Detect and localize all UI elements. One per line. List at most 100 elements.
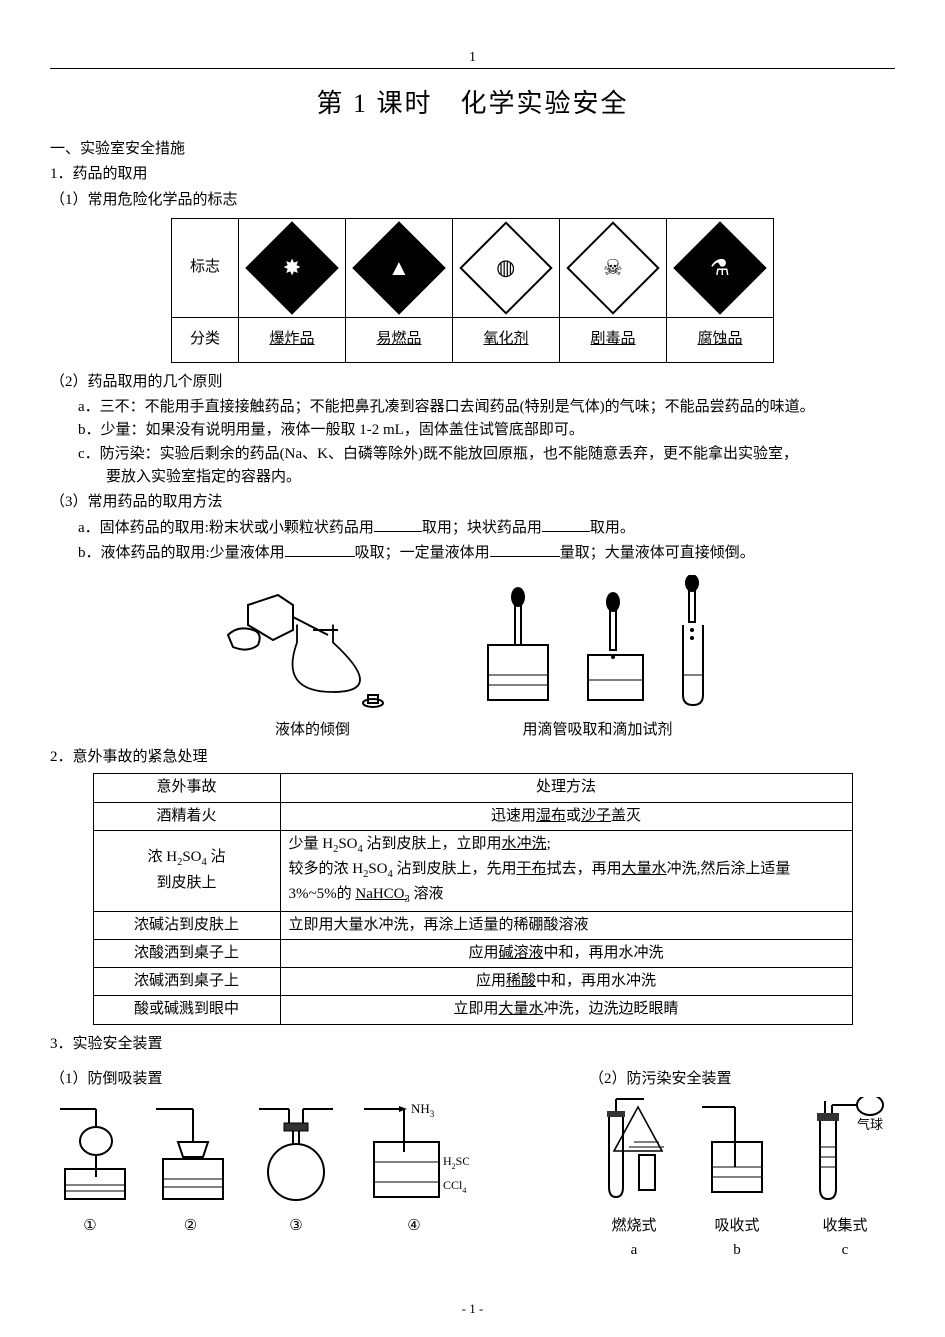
device-1: ① xyxy=(50,1097,130,1239)
hazard-cat-1: 易燃品 xyxy=(346,317,453,362)
corrosive-icon: ⚗ xyxy=(673,221,766,314)
hazard-sign-table: 标志 ✸ ▲ ◍ ☠ ⚗ 分类 爆炸品 易燃 xyxy=(171,218,774,363)
acc-r6c2: 立即用大量水冲洗，边洗边眨眼睛 xyxy=(280,996,852,1024)
page: 1 第 1 课时 化学实验安全 一、实验室安全措施 1．药品的取用 （1）常用危… xyxy=(0,0,945,1337)
acc-r2c1: 浓 H2SO4 沾 到皮肤上 xyxy=(93,830,280,911)
device-c-label: c xyxy=(795,1239,895,1262)
accident-hd1: 意外事故 xyxy=(93,774,280,802)
hazard-cell-toxic: ☠ xyxy=(560,218,667,317)
device-c: 气球 收集式 c xyxy=(795,1097,895,1262)
rule-c-line2: 要放入实验室指定的容器内。 xyxy=(50,466,895,489)
acc-r5c2: 应用稀酸中和，再用水冲洗 xyxy=(280,968,852,996)
device-3-label: ③ xyxy=(251,1215,341,1238)
device-4-label: ④ xyxy=(359,1215,469,1238)
accident-row-5: 浓碱洒到桌子上 应用稀酸中和，再用水冲洗 xyxy=(93,968,852,996)
section-2: 2．意外事故的紧急处理 意外事故 处理方法 酒精着火 迅速用湿布或沙子盖灭 浓 … xyxy=(50,746,895,1025)
dropper-diagram xyxy=(468,575,728,715)
acc-r1c2: 迅速用湿布或沙子盖灭 xyxy=(280,802,852,830)
accident-row-1: 酒精着火 迅速用湿布或沙子盖灭 xyxy=(93,802,852,830)
rule-a: a．三不：不能用手直接接触药品；不能把鼻孔凑到容器口去闻药品(特别是气体)的气味… xyxy=(50,396,895,419)
figure-pouring-caption: 液体的倾倒 xyxy=(218,719,408,742)
device-b-label: b xyxy=(697,1239,777,1262)
device-c-svg: 气球 xyxy=(795,1097,895,1207)
figure-pouring: 液体的倾倒 xyxy=(218,575,408,742)
device-a: 燃烧式 a xyxy=(589,1097,679,1262)
figure-dropper-caption: 用滴管吸取和滴加试剂 xyxy=(468,719,728,742)
anti-pollution-block: （2）防污染安全装置 xyxy=(589,1062,895,1262)
heading-reagent-use: 1．药品的取用 xyxy=(50,163,895,186)
device-1-svg xyxy=(50,1097,130,1207)
acc-r2c2: 少量 H2SO4 沾到皮肤上，立即用水冲洗; 较多的浓 H2SO4 沾到皮肤上，… xyxy=(280,830,852,911)
oxidizer-icon: ◍ xyxy=(459,221,552,314)
device-4-svg: NH3 H2SO4 CCl4 xyxy=(359,1097,469,1207)
anti-pollution-title: （2）防污染安全装置 xyxy=(589,1068,895,1091)
acc-r4c2: 应用碱溶液中和，再用水冲洗 xyxy=(280,939,852,967)
device-3-svg xyxy=(251,1097,341,1207)
footer-page-number: - 1 - xyxy=(0,1301,945,1317)
pouring-diagram xyxy=(218,575,408,715)
acc-r6c1: 酸或碱溅到眼中 xyxy=(93,996,280,1024)
explosive-icon: ✸ xyxy=(245,221,338,314)
blank-4 xyxy=(490,541,560,557)
device-3: ③ xyxy=(251,1097,341,1239)
section-1: 一、实验室安全措施 1．药品的取用 （1）常用危险化学品的标志 标志 ✸ ▲ ◍… xyxy=(50,138,895,742)
hazard-cell-flammable: ▲ xyxy=(346,218,453,317)
accident-hd2: 处理方法 xyxy=(280,774,852,802)
device-1-label: ① xyxy=(50,1215,130,1238)
acc-r4c1: 浓酸洒到桌子上 xyxy=(93,939,280,967)
acc-r3c2: 立即用大量水冲洗，再涂上适量的稀硼酸溶液 xyxy=(280,911,852,939)
anti-suckback-figures: ① ② xyxy=(50,1097,469,1239)
device-2-label: ② xyxy=(148,1215,233,1238)
device-a-label: a xyxy=(589,1239,679,1262)
accident-row-4: 浓酸洒到桌子上 应用碱溶液中和，再用水冲洗 xyxy=(93,939,852,967)
hazard-cell-corrosive: ⚗ xyxy=(667,218,774,317)
acc-r3c1: 浓碱沾到皮肤上 xyxy=(93,911,280,939)
device-c-type: 收集式 xyxy=(795,1215,895,1238)
device-a-svg xyxy=(589,1097,679,1207)
heading-hazard-signs: （1）常用危险化学品的标志 xyxy=(50,189,895,212)
hazard-cat-2: 氧化剂 xyxy=(453,317,560,362)
heading-rules: （2）药品取用的几个原则 xyxy=(50,371,895,394)
hazard-cell-explosive: ✸ xyxy=(239,218,346,317)
top-rule xyxy=(50,68,895,69)
figure-dropper: 用滴管吸取和滴加试剂 xyxy=(468,575,728,742)
heading-safety: 一、实验室安全措施 xyxy=(50,138,895,161)
h2so4-label: H2SO4 xyxy=(443,1154,469,1171)
lesson-title: 第 1 课时 化学实验安全 xyxy=(50,83,895,120)
accident-row-2: 浓 H2SO4 沾 到皮肤上 少量 H2SO4 沾到皮肤上，立即用水冲洗; 较多… xyxy=(93,830,852,911)
heading-safety-devices: 3．实验安全装置 xyxy=(50,1033,895,1056)
section-3: 3．实验安全装置 （1）防倒吸装置 xyxy=(50,1033,895,1262)
hazard-cat-3: 剧毒品 xyxy=(560,317,667,362)
blank-2 xyxy=(542,516,590,532)
heading-methods: （3）常用药品的取用方法 xyxy=(50,491,895,514)
device-b-svg xyxy=(697,1097,777,1207)
acc-r1c1: 酒精着火 xyxy=(93,802,280,830)
device-b: 吸收式 b xyxy=(697,1097,777,1262)
accident-table: 意外事故 处理方法 酒精着火 迅速用湿布或沙子盖灭 浓 H2SO4 沾 到皮肤上… xyxy=(93,773,853,1024)
hazard-row-icons: 标志 ✸ ▲ ◍ ☠ ⚗ xyxy=(172,218,774,317)
device-2-svg xyxy=(148,1097,233,1207)
device-a-type: 燃烧式 xyxy=(589,1215,679,1238)
flammable-icon: ▲ xyxy=(352,221,445,314)
hazard-cat-4: 腐蚀品 xyxy=(667,317,774,362)
rule-b: b．少量：如果没有说明用量，液体一般取 1-2 mL，固体盖住试管底部即可。 xyxy=(50,419,895,442)
hazard-row-categories: 分类 爆炸品 易燃品 氧化剂 剧毒品 腐蚀品 xyxy=(172,317,774,362)
top-page-number: 1 xyxy=(50,50,895,66)
devices-row: （1）防倒吸装置 ① xyxy=(50,1062,895,1262)
device-4: NH3 H2SO4 CCl4 ④ xyxy=(359,1097,469,1239)
rule-c-line1: c．防污染：实验后剩余的药品(Na、K、白磷等除外)既不能放回原瓶，也不能随意丢… xyxy=(50,443,895,466)
anti-suckback-title: （1）防倒吸装置 xyxy=(50,1068,469,1091)
anti-suckback-block: （1）防倒吸装置 ① xyxy=(50,1062,469,1262)
balloon-label: 气球 xyxy=(857,1117,883,1132)
accident-row-6: 酸或碱溅到眼中 立即用大量水冲洗，边洗边眨眼睛 xyxy=(93,996,852,1024)
method-b: b．液体药品的取用:少量液体用吸取；一定量液体用量取；大量液体可直接倾倒。 xyxy=(50,541,895,565)
figure-liquid-handling: 液体的倾倒 xyxy=(50,575,895,742)
ccl4-label: CCl4 xyxy=(443,1178,466,1195)
acc-r5c1: 浓碱洒到桌子上 xyxy=(93,968,280,996)
device-b-type: 吸收式 xyxy=(697,1215,777,1238)
method-a: a．固体药品的取用:粉末状或小颗粒状药品用取用；块状药品用取用。 xyxy=(50,516,895,540)
anti-pollution-figures: 燃烧式 a 吸收式 b xyxy=(589,1097,895,1262)
heading-accidents: 2．意外事故的紧急处理 xyxy=(50,746,895,769)
accident-row-3: 浓碱沾到皮肤上 立即用大量水冲洗，再涂上适量的稀硼酸溶液 xyxy=(93,911,852,939)
blank-3 xyxy=(285,541,355,557)
